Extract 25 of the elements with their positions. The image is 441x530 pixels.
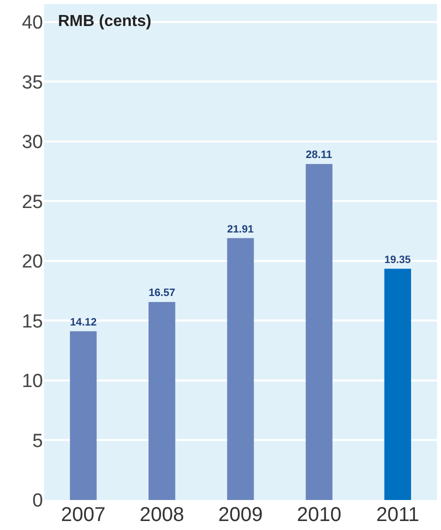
x-tick-label: 2007 — [61, 504, 106, 526]
data-label: 21.91 — [227, 223, 254, 236]
data-label: 14.12 — [70, 316, 97, 328]
y-tick-label: 35 — [22, 72, 43, 94]
bar — [70, 331, 97, 500]
x-tick-label: 2011 — [376, 504, 420, 526]
y-axis-title: RMB (cents) — [58, 13, 152, 30]
y-tick-label: 15 — [22, 311, 43, 332]
y-tick-label: 25 — [22, 192, 43, 213]
y-tick-label: 20 — [22, 252, 43, 273]
data-label: 19.35 — [384, 254, 411, 266]
data-label: 16.57 — [148, 287, 176, 300]
y-tick-label: 40 — [22, 12, 43, 34]
bar — [227, 238, 254, 500]
bar — [306, 164, 332, 500]
y-tick-label: 5 — [32, 430, 43, 452]
y-tick-label: 30 — [22, 132, 43, 154]
x-tick-label: 2008 — [140, 504, 184, 526]
data-label: 28.11 — [306, 149, 332, 162]
x-tick-label: 2010 — [296, 504, 342, 526]
bar — [384, 268, 412, 500]
bar — [148, 302, 176, 500]
y-tick-label: 0 — [32, 490, 43, 512]
y-tick-label: 10 — [22, 371, 43, 392]
x-tick-label: 2009 — [218, 504, 263, 526]
